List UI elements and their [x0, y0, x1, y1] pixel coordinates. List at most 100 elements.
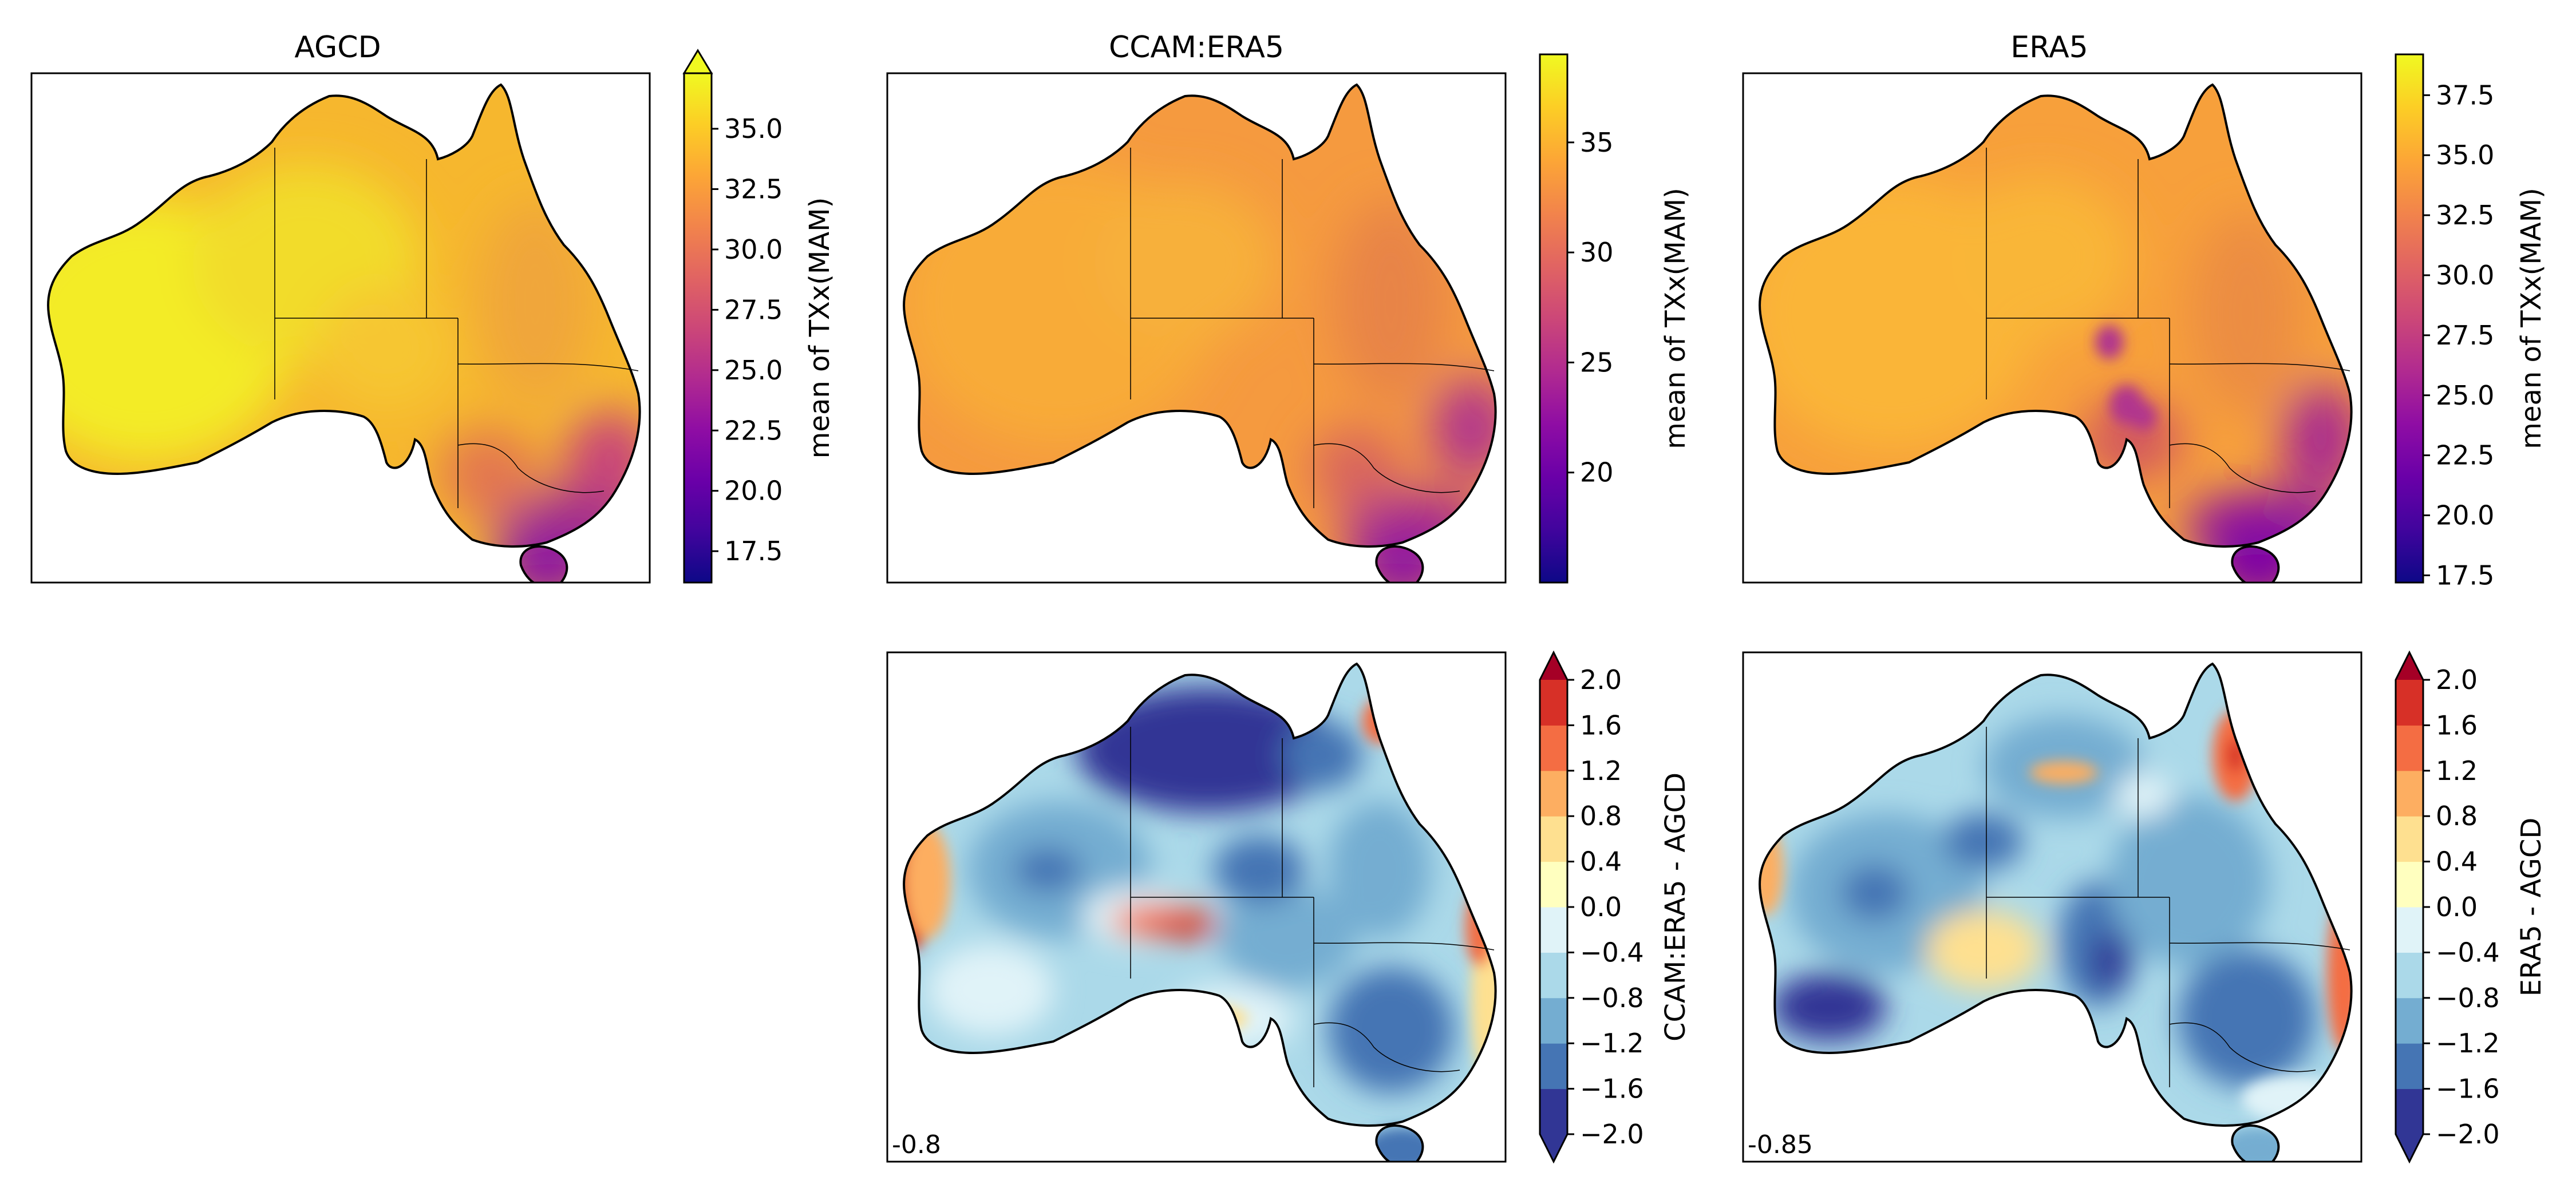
panel-ccam-era5: CCAM:ERA5 [886, 30, 1692, 584]
panel-title: CCAM:ERA5 [1109, 30, 1284, 65]
colorbar-tick-label: 20.0 [724, 476, 783, 506]
colorbar-segment [1540, 816, 1567, 862]
colorbar-tick-label: 0.0 [2436, 892, 2478, 922]
colorbar-segment [2396, 816, 2423, 862]
colorbar-tick-label: 1.6 [1580, 710, 1622, 740]
colorbar: 37.5 35.0 32.5 30.0 27.5 25.0 22.5 20.0 17.5 mean… [2395, 53, 2547, 591]
colorbar-segment [1540, 1088, 1567, 1135]
colorbar-tick-label: −2.0 [2436, 1119, 2500, 1150]
colorbar-label: mean of TXx(MAM) [804, 197, 836, 459]
colorbar-tick-label: 1.2 [1580, 755, 1622, 786]
colorbar: 2.0 1.6 1.2 0.8 0.4 0.0 −0.4 −0.8 −1.2 −1.6 −2.0 CC… [1539, 650, 1692, 1164]
colorbar-gradient [1540, 54, 1567, 583]
heatmap-field [904, 664, 1496, 1162]
colorbar-segment [1540, 725, 1567, 771]
colorbar-tick-label: 0.4 [1580, 846, 1622, 877]
colorbar: 35 30 25 20 mean of TXx(MAM) [1539, 53, 1692, 584]
colorbar-segment [1540, 997, 1567, 1044]
colorbar-segment [1540, 952, 1567, 999]
colorbar-tick-label: 0.8 [1580, 801, 1622, 831]
colorbar-extend-min [1540, 1134, 1567, 1162]
colorbar-segment [1540, 861, 1567, 908]
colorbar-tick-label: 0.4 [2436, 846, 2478, 877]
colorbar-segment [2396, 861, 2423, 908]
colorbar-extend-max [2396, 652, 2423, 680]
colorbar-segment [2396, 907, 2423, 953]
mean-annotation: -0.85 [1748, 1130, 1813, 1159]
heatmap-field [48, 85, 640, 583]
colorbar-extend-max [1540, 652, 1567, 680]
heatmap-field [1760, 664, 2352, 1162]
colorbar-tick-label: 35.0 [2436, 140, 2494, 171]
colorbar-tick-label: −1.2 [2436, 1028, 2500, 1059]
colorbar-tick-label: 30.0 [2436, 260, 2494, 291]
panel-agcd: AGCD [30, 30, 836, 584]
colorbar: 35.0 32.5 30.0 27.5 25.0 22.5 20.0 17.5 mean of … [682, 49, 836, 584]
map-frame [1742, 72, 2362, 584]
colorbar-tick-label: 1.2 [2436, 755, 2478, 786]
colorbar-label: ERA5 - AGCD [2515, 818, 2547, 997]
heatmap-field [1760, 85, 2352, 583]
colorbar-tick-label: 1.6 [2436, 710, 2478, 740]
colorbar-gradient [2396, 54, 2423, 583]
colorbar-tick-label: −0.4 [1580, 937, 1644, 968]
colorbar-tick-label: −2.0 [1580, 1119, 1644, 1150]
colorbar-tick-label: 32.5 [2436, 200, 2494, 231]
colorbar-tick-label: 17.5 [724, 536, 783, 567]
map-frame [1742, 651, 2362, 1163]
colorbar-tick-label: −1.6 [1580, 1074, 1644, 1104]
colorbar-segment [2396, 997, 2423, 1044]
map-frame [30, 72, 651, 584]
colorbar-segment [2396, 952, 2423, 999]
colorbar-tick-label: 17.5 [2436, 560, 2494, 591]
panel-era5: ERA5 [1742, 30, 2547, 591]
colorbar-segment [2396, 725, 2423, 771]
colorbar-tick-label: 22.5 [2436, 440, 2494, 471]
colorbar-extend-min [2396, 1134, 2423, 1162]
colorbar-tick-label: 0.0 [1580, 892, 1622, 922]
colorbar-tick-label: 0.8 [2436, 801, 2478, 831]
colorbar-tick-label: −0.8 [1580, 983, 1644, 1013]
colorbar-tick-label: 30 [1580, 237, 1614, 268]
colorbar-tick-label: 25 [1580, 347, 1614, 378]
colorbar-segment [2396, 680, 2423, 726]
colorbar-frame [2395, 53, 2424, 584]
colorbar: 2.0 1.6 1.2 0.8 0.4 0.0 −0.4 −0.8 −1.2 −1.6 −2.0 ER… [2395, 650, 2547, 1164]
panel-diff-ccam: -0.8 2.0 1.6 1.2 0.8 0.4 0.0 −0.4 −0.8 −1.2 −1.6 −… [886, 650, 1692, 1164]
panel-title: ERA5 [2010, 30, 2088, 65]
colorbar-tick-label: 35.0 [724, 113, 783, 144]
colorbar-segment [1540, 680, 1567, 726]
colorbar-tick-label: 2.0 [1580, 664, 1622, 695]
colorbar-segment [2396, 770, 2423, 817]
colorbar-tick-label: 20.0 [2436, 500, 2494, 531]
colorbar-tick-label: 32.5 [724, 173, 783, 204]
colorbar-tick-label: 27.5 [2436, 320, 2494, 351]
colorbar-label: CCAM:ERA5 - AGCD [1660, 773, 1692, 1041]
colorbar-tick-label: 30.0 [724, 234, 783, 265]
colorbar-tick-label: 2.0 [2436, 664, 2478, 695]
colorbar-tick-label: 20 [1580, 457, 1614, 488]
colorbar-segment [1540, 1043, 1567, 1090]
colorbar-frame [1539, 53, 1568, 584]
colorbar-tick-label: 22.5 [724, 415, 783, 446]
colorbar-extend-max [682, 49, 713, 74]
colorbar-tick-label: −0.8 [2436, 983, 2500, 1013]
colorbar-segment [1540, 907, 1567, 953]
colorbar-tick-label: 27.5 [724, 294, 783, 325]
colorbar-tick-label: 25.0 [2436, 380, 2494, 411]
colorbar-segment [1540, 770, 1567, 817]
colorbar-segment [2396, 1088, 2423, 1135]
map-frame [886, 651, 1507, 1163]
panel-title: AGCD [294, 30, 381, 65]
colorbar-tick-label: 37.5 [2436, 80, 2494, 110]
colorbar-tick-label: 35 [1580, 127, 1614, 158]
heatmap-field [904, 85, 1496, 583]
colorbar-gradient [684, 73, 712, 583]
colorbar-segment [2396, 1043, 2423, 1090]
colorbar-tick-label: −1.6 [2436, 1074, 2500, 1104]
panel-diff-era5: -0.85 2.0 1.6 1.2 0.8 0.4 0.0 −0.4 −0.8 −1.2 −1.6… [1742, 650, 2547, 1164]
colorbar-label: mean of TXx(MAM) [2515, 188, 2547, 449]
colorbar-label: mean of TXx(MAM) [1660, 188, 1692, 449]
mean-annotation: -0.8 [892, 1130, 941, 1159]
